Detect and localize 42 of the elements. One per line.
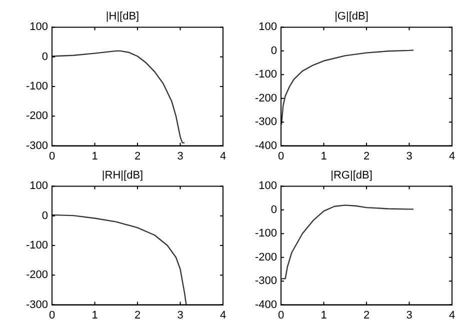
y-tick-label: -300 (254, 116, 278, 128)
y-tick-label: -300 (26, 298, 48, 311)
y-tick-label: -300 (254, 275, 278, 288)
x-tick-label: 1 (320, 150, 327, 162)
x-tick-label: 3 (406, 309, 412, 322)
x-tick-label: 3 (406, 150, 412, 162)
y-tick-label: 100 (30, 180, 48, 192)
y-tick-label: -100 (26, 240, 48, 252)
y-tick-label: -400 (254, 140, 278, 152)
y-tick-label: 0 (42, 210, 48, 222)
x-tick-label: 3 (177, 309, 184, 322)
y-tick-label: 0 (270, 44, 278, 57)
chart-title: |G|[dB] (334, 10, 368, 23)
y-tick-label: 100 (258, 180, 278, 192)
y-tick-label: -400 (254, 298, 278, 311)
y-tick-label: -300 (26, 140, 48, 152)
x-tick-label: 4 (448, 150, 456, 162)
y-tick-label: 100 (30, 21, 48, 34)
y-tick-label: -100 (26, 80, 48, 93)
x-tick-label: 4 (448, 309, 456, 322)
y-tick-label: -200 (254, 92, 278, 104)
y-tick-label: -200 (254, 251, 278, 264)
x-tick-label: 3 (177, 150, 184, 162)
y-tick-label: -200 (26, 110, 48, 122)
x-tick-label: 2 (134, 150, 141, 162)
x-tick-label: 1 (320, 309, 327, 322)
y-tick-label: 0 (270, 204, 278, 216)
y-tick-label: -200 (26, 269, 48, 282)
y-tick-label: 0 (42, 50, 48, 63)
y-tick-label: -100 (254, 228, 278, 240)
chart-title: |H|[dB] (106, 10, 140, 23)
x-tick-label: 2 (363, 150, 370, 162)
x-tick-label: 1 (92, 150, 98, 162)
x-tick-label: 4 (220, 309, 226, 322)
x-tick-label: 1 (92, 309, 98, 322)
x-tick-label: 2 (134, 309, 141, 322)
chart-title: |RG|[dB] (330, 170, 372, 182)
chart-title: |RH|[dB] (102, 170, 144, 182)
y-tick-label: 100 (258, 21, 278, 34)
x-tick-label: 2 (363, 309, 370, 322)
y-tick-label: -100 (254, 68, 278, 81)
x-tick-label: 4 (220, 150, 226, 162)
